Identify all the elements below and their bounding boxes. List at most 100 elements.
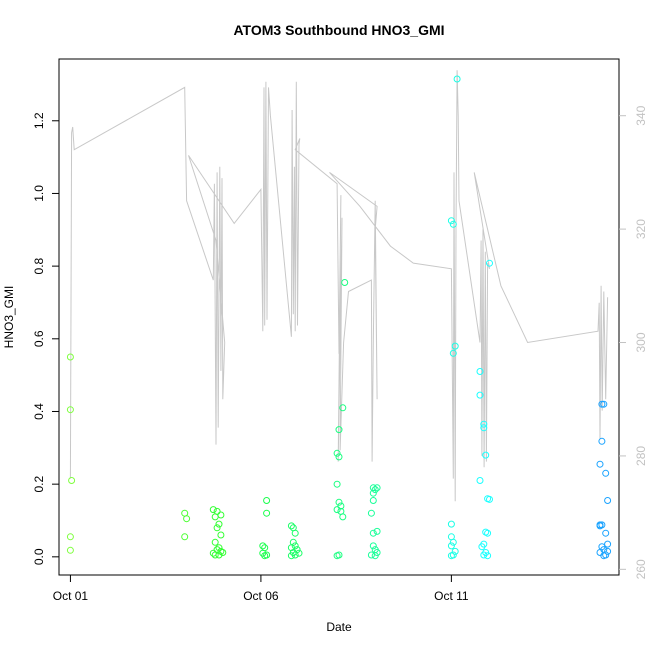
data-point <box>482 451 490 459</box>
data-point <box>369 484 377 492</box>
data-point <box>486 495 493 503</box>
data-point <box>287 552 295 560</box>
data-point <box>183 515 191 523</box>
data-point <box>604 540 612 548</box>
y-tick-label: 0.2 <box>32 475 46 492</box>
data-point <box>369 529 377 537</box>
data-point <box>598 400 606 408</box>
x-axis: Oct 01 Oct 06 Oct 11 <box>53 575 469 603</box>
data-point <box>181 533 189 541</box>
line-series-layer <box>69 70 609 502</box>
data-point <box>369 497 377 504</box>
data-point <box>371 552 379 560</box>
data-point <box>602 469 610 477</box>
data-point <box>484 552 492 560</box>
data-point <box>476 368 484 375</box>
data-point <box>295 549 303 557</box>
data-point <box>369 542 377 550</box>
data-point <box>480 424 488 432</box>
y-tick-label: 0.8 <box>32 257 46 274</box>
data-point <box>596 460 604 468</box>
data-point <box>598 437 606 445</box>
data-point <box>333 552 341 560</box>
data-point <box>596 522 604 530</box>
data-point <box>447 542 455 550</box>
data-point <box>263 509 271 517</box>
data-point <box>333 480 341 488</box>
y2-tick-label: 260 <box>634 559 648 579</box>
plot-frame <box>58 58 620 576</box>
data-point <box>291 529 299 537</box>
data-point <box>367 509 375 517</box>
data-point <box>341 279 349 286</box>
y-axis: 0.0 0.2 0.4 0.6 0.8 1.0 1.2 <box>32 112 59 565</box>
data-point <box>453 75 461 83</box>
data-point <box>335 426 343 434</box>
data-point <box>219 549 227 556</box>
data-point <box>447 520 455 528</box>
y2-tick-label: 320 <box>634 219 648 239</box>
data-point <box>335 453 343 461</box>
data-point <box>66 406 74 414</box>
chart-title: ATOM3 Southbound HNO3_GMI <box>233 22 444 38</box>
y2-tick-label: 300 <box>634 332 648 352</box>
data-point <box>604 547 612 555</box>
data-point <box>449 349 457 357</box>
data-point <box>449 220 457 228</box>
data-point <box>291 551 299 559</box>
data-point <box>287 522 295 530</box>
data-point <box>66 546 74 554</box>
data-point <box>66 353 74 361</box>
y2-axis: 260 280 300 320 340 <box>619 105 648 579</box>
data-point <box>333 449 341 457</box>
y-tick-label: 1.2 <box>32 112 46 129</box>
data-point <box>337 502 345 510</box>
data-point <box>476 477 484 484</box>
data-point <box>373 484 381 492</box>
data-point <box>68 477 76 484</box>
data-point <box>478 543 486 551</box>
x-axis-title: Date <box>326 620 352 634</box>
data-point <box>367 551 375 559</box>
data-point <box>480 551 488 559</box>
data-point <box>600 400 608 408</box>
data-point <box>451 547 459 555</box>
data-point <box>447 217 455 225</box>
data-point <box>66 533 74 541</box>
y-tick-label: 0.4 <box>32 403 46 420</box>
x-tick-label: Oct 06 <box>243 589 279 603</box>
data-point <box>371 486 379 494</box>
y-axis-title: HNO3_GMI <box>2 286 16 349</box>
data-point <box>259 542 267 550</box>
data-point <box>484 529 492 537</box>
x-tick-label: Oct 01 <box>53 589 89 603</box>
data-point <box>480 420 488 428</box>
y-tick-label: 1.0 <box>32 185 46 202</box>
data-point <box>217 531 225 539</box>
data-point <box>451 342 459 350</box>
y-tick-label: 0.6 <box>32 330 46 347</box>
data-point <box>215 544 223 552</box>
data-point <box>211 513 219 521</box>
data-point <box>215 520 223 528</box>
data-point <box>333 506 341 514</box>
data-point <box>339 513 347 521</box>
data-point <box>447 552 455 560</box>
data-point <box>261 552 269 560</box>
data-point <box>602 529 610 537</box>
data-point <box>291 542 299 550</box>
data-point <box>476 391 484 399</box>
data-point <box>209 506 217 514</box>
data-point <box>339 404 347 412</box>
x-tick-label: Oct 11 <box>434 589 469 603</box>
data-point <box>600 552 608 560</box>
y-tick-label: 0.0 <box>32 548 46 565</box>
data-point <box>263 497 271 504</box>
temperature-line-series <box>69 70 609 502</box>
point-series-layer <box>66 75 612 560</box>
data-point <box>335 498 343 506</box>
data-point <box>211 538 219 546</box>
data-point <box>369 489 377 497</box>
data-point <box>217 511 225 519</box>
